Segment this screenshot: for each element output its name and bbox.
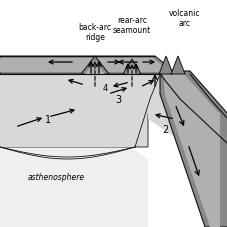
Polygon shape [0, 147, 147, 227]
Polygon shape [147, 75, 227, 144]
Polygon shape [0, 75, 164, 147]
Polygon shape [0, 59, 162, 73]
Polygon shape [159, 72, 227, 227]
Text: back-arc
ridge: back-arc ridge [78, 22, 111, 42]
Polygon shape [0, 57, 164, 75]
Polygon shape [122, 60, 140, 75]
Polygon shape [0, 147, 147, 227]
Polygon shape [158, 57, 172, 75]
Text: 1: 1 [45, 114, 51, 124]
Polygon shape [85, 61, 105, 75]
Polygon shape [126, 64, 137, 75]
Polygon shape [162, 74, 219, 227]
Text: o: o [2, 67, 7, 76]
Text: rear-arc
seamount: rear-arc seamount [112, 15, 151, 35]
Text: asthenosphere: asthenosphere [28, 173, 85, 182]
Polygon shape [0, 75, 159, 147]
Text: 3: 3 [114, 95, 121, 105]
Polygon shape [170, 57, 184, 75]
Text: 2: 2 [161, 124, 167, 134]
Text: volcanic
arc: volcanic arc [168, 9, 200, 28]
Text: re: re [2, 58, 10, 67]
Polygon shape [81, 57, 109, 75]
Text: 4: 4 [102, 83, 107, 92]
